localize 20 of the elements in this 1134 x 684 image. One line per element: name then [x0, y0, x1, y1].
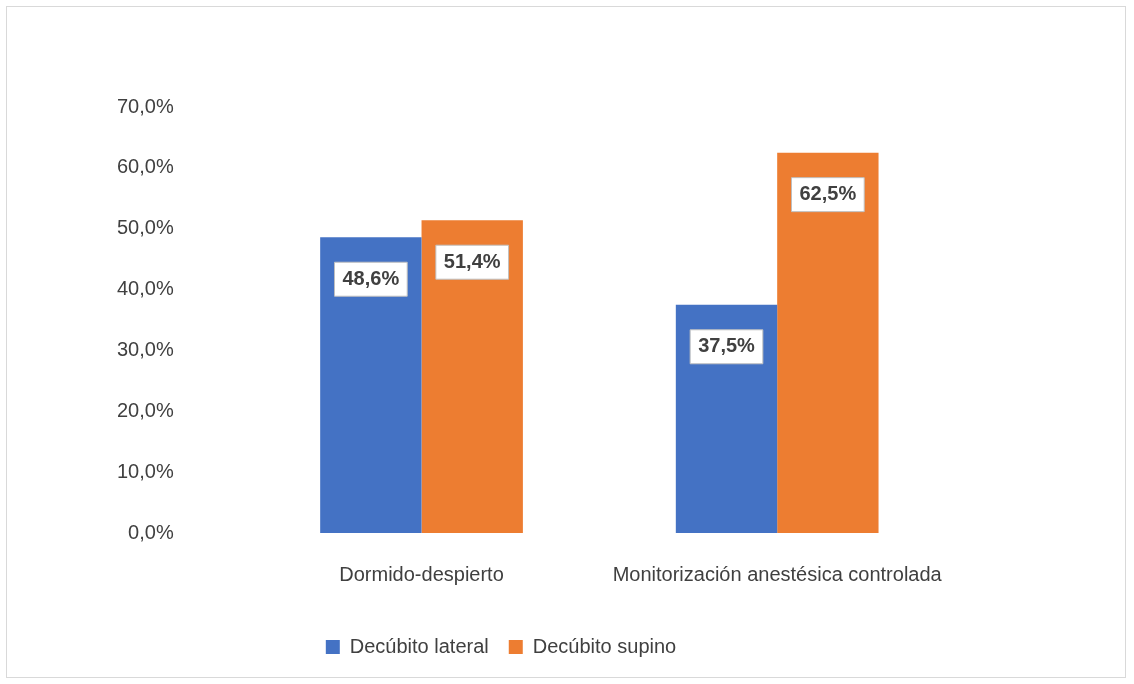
x-tick-label: Monitorización anestésica controlada — [612, 562, 943, 585]
x-tick-label: Dormido-despierto — [339, 562, 504, 585]
y-tick-label: 70,0% — [116, 94, 174, 117]
bar — [421, 220, 523, 533]
data-label: 37,5% — [698, 334, 756, 357]
y-tick-label: 20,0% — [116, 398, 174, 421]
y-tick-label: 60,0% — [116, 155, 174, 178]
y-tick-label: 10,0% — [116, 459, 174, 482]
legend-label: Decúbito supino — [532, 634, 677, 657]
legend-label: Decúbito lateral — [349, 634, 489, 657]
bar — [777, 152, 879, 533]
data-label: 51,4% — [443, 249, 501, 272]
bar — [675, 304, 778, 533]
bar — [320, 237, 422, 533]
y-tick-label: 0,0% — [128, 520, 174, 543]
data-label: 48,6% — [342, 266, 400, 289]
data-label: 62,5% — [799, 182, 857, 205]
y-tick-label: 30,0% — [116, 337, 174, 360]
y-tick-label: 40,0% — [116, 277, 174, 300]
y-tick-label: 50,0% — [116, 216, 174, 239]
